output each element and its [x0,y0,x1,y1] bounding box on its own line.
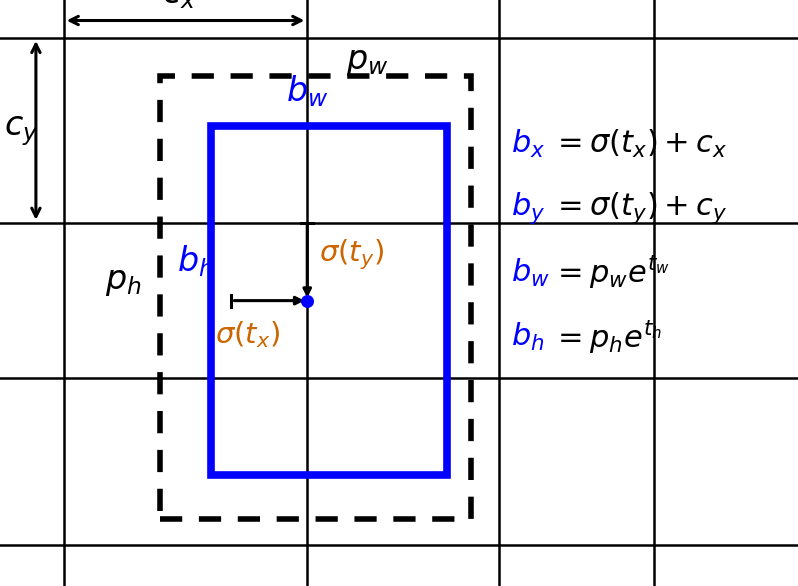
Text: $=\sigma(t_x)+c_x$: $=\sigma(t_x)+c_x$ [552,128,727,159]
Bar [160,76,471,519]
Text: $c_x$: $c_x$ [162,0,197,11]
Text: $b_y$: $b_y$ [511,190,545,226]
Text: $=\sigma(t_y)+c_y$: $=\sigma(t_y)+c_y$ [552,190,727,226]
Text: $b_h$: $b_h$ [511,321,544,353]
Text: $c_y$: $c_y$ [4,114,39,148]
Text: $b_w$: $b_w$ [511,257,550,288]
Point [301,296,314,305]
Text: $b_x$: $b_x$ [511,128,545,159]
Text: $\sigma(t_y)$: $\sigma(t_y)$ [319,237,384,272]
Text: $p_h$: $p_h$ [105,265,142,298]
Text: $p_w$: $p_w$ [346,45,389,78]
Text: $\sigma(t_x)$: $\sigma(t_x)$ [215,319,280,350]
Text: $b_w$: $b_w$ [286,73,329,108]
Bar [211,126,447,475]
Text: $=p_we^{t_w}$: $=p_we^{t_w}$ [552,254,670,291]
Text: $b_h$: $b_h$ [177,243,214,278]
Text: $=p_he^{t_h}$: $=p_he^{t_h}$ [552,318,662,356]
